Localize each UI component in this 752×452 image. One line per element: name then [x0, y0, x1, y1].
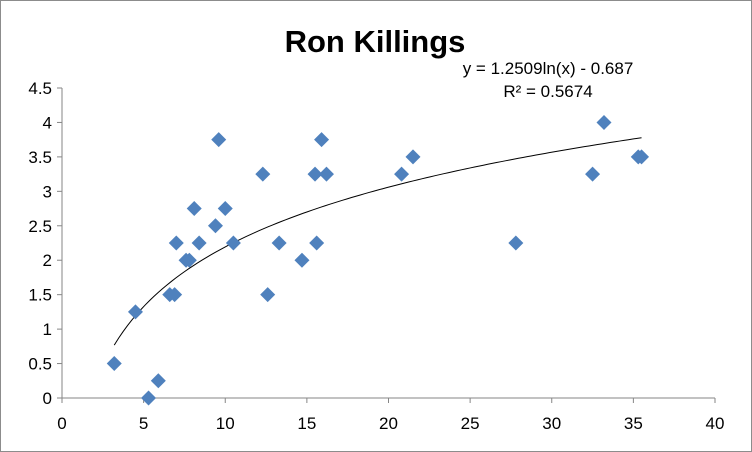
x-tick-label: 10	[216, 414, 235, 433]
data-point	[181, 252, 197, 268]
data-point	[167, 287, 183, 303]
chart-title: Ron Killings	[285, 24, 466, 59]
data-point	[191, 235, 207, 251]
data-point	[314, 132, 330, 148]
y-tick-label: 2.5	[28, 217, 52, 236]
data-point	[106, 356, 122, 372]
data-point	[307, 166, 323, 182]
data-point	[394, 166, 410, 182]
data-point	[207, 218, 223, 234]
x-tick-label: 40	[706, 414, 725, 433]
data-point	[405, 149, 421, 165]
x-tick-label: 25	[461, 414, 480, 433]
data-point	[596, 114, 612, 130]
y-tick-label: 3	[43, 182, 52, 201]
data-point	[217, 201, 233, 217]
data-point	[271, 235, 287, 251]
trendline-r-squared: R² = 0.5674	[503, 82, 592, 101]
data-point	[634, 149, 650, 165]
data-point	[508, 235, 524, 251]
data-point	[309, 235, 325, 251]
y-tick-label: 2	[43, 251, 52, 270]
x-tick-label: 0	[57, 414, 66, 433]
x-tick-label: 5	[139, 414, 148, 433]
data-points	[106, 114, 650, 406]
data-point	[294, 252, 310, 268]
x-tick-label: 20	[379, 414, 398, 433]
data-point	[127, 304, 143, 320]
trendline	[113, 137, 642, 346]
trendline-equation: y = 1.2509ln(x) - 0.687	[463, 59, 634, 78]
y-tick-label: 3.5	[28, 148, 52, 167]
y-tick-label: 1	[43, 320, 52, 339]
data-point	[225, 235, 241, 251]
x-tick-label: 15	[297, 414, 316, 433]
x-tick-label: 35	[624, 414, 643, 433]
data-point	[168, 235, 184, 251]
data-point	[141, 390, 157, 406]
data-point	[255, 166, 271, 182]
data-point	[211, 132, 227, 148]
y-ticks: 0 0.5 1 1.5 2 2.5 3 3.5 4 4.5	[28, 79, 62, 408]
y-tick-label: 0.5	[28, 355, 52, 374]
x-tick-label: 30	[542, 414, 561, 433]
y-tick-label: 4.5	[28, 79, 52, 98]
data-point	[260, 287, 276, 303]
data-point	[186, 201, 202, 217]
y-tick-label: 1.5	[28, 286, 52, 305]
y-tick-label: 4	[43, 113, 52, 132]
data-point	[150, 373, 166, 389]
data-point	[318, 166, 334, 182]
y-tick-label: 0	[43, 389, 52, 408]
data-point	[585, 166, 601, 182]
x-ticks: 0 5 10 15 20 25 30 35 40	[57, 398, 724, 433]
